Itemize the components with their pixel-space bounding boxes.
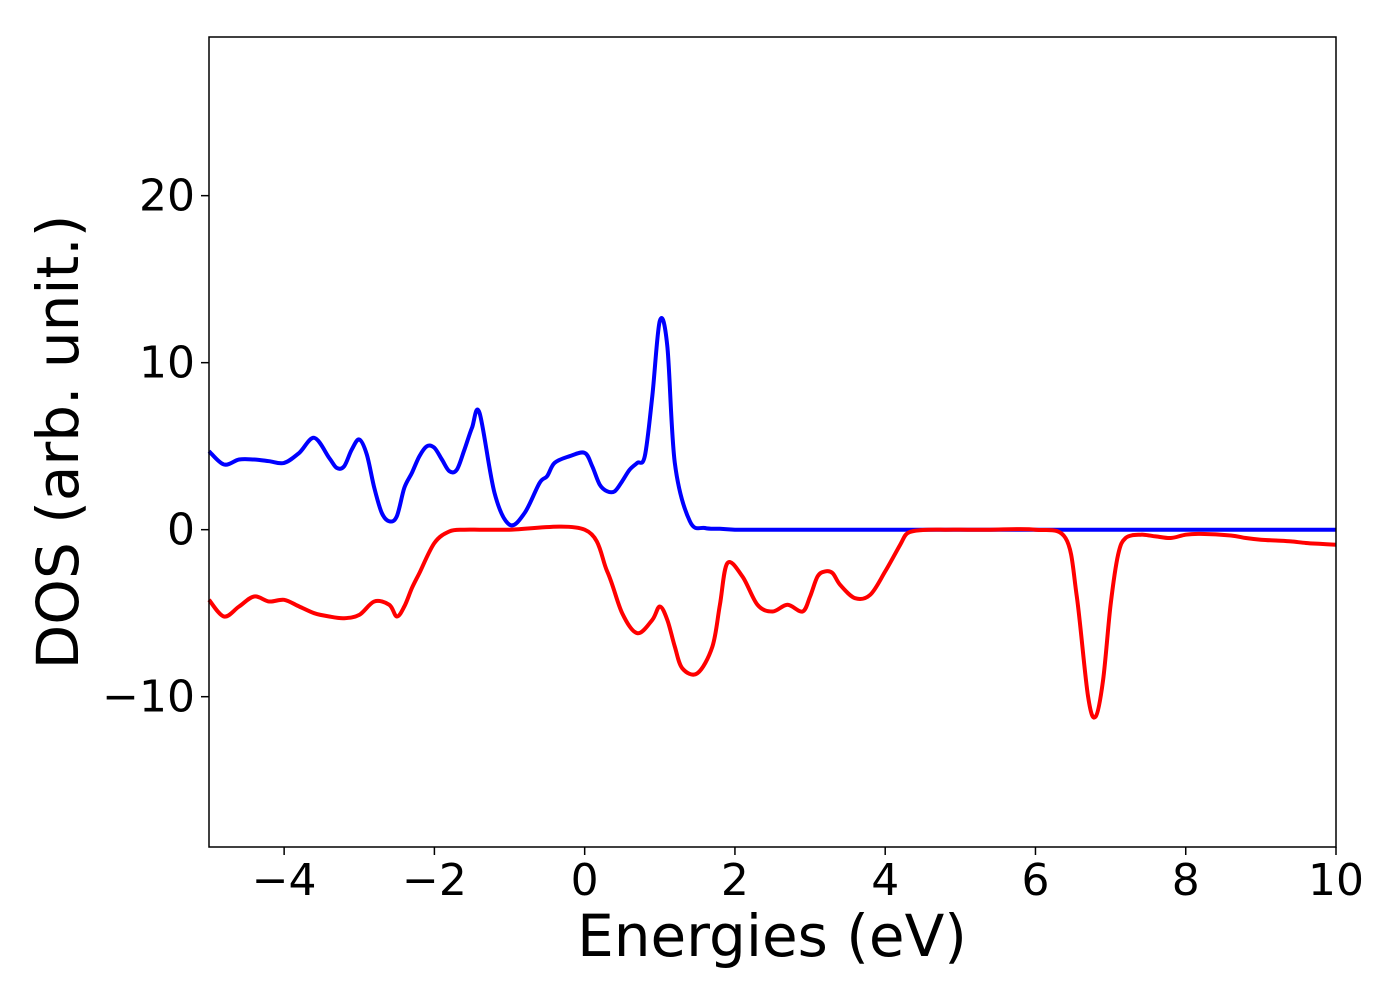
- series-line-1: [207, 315, 1336, 532]
- y-tick-label: 10: [139, 338, 195, 389]
- y-axis-label: DOS (arb. unit.): [24, 215, 92, 670]
- y-tick-label: 20: [139, 171, 195, 222]
- x-axis-label: Energies (eV): [577, 902, 967, 970]
- y-tick-label: −10: [102, 672, 195, 723]
- x-tick-label: 0: [571, 855, 599, 906]
- plot-frame: [208, 36, 1337, 848]
- x-tick-label: −4: [252, 855, 317, 906]
- ticks-layer: −4 −2 0 2 4 6 8 10 −10 0 10 20: [102, 171, 1364, 906]
- x-tick-label: 8: [1172, 855, 1200, 906]
- series-layer: [207, 315, 1337, 720]
- series-line-2: [207, 524, 1337, 720]
- x-tick-label: 2: [721, 855, 749, 906]
- y-tick-label: 0: [167, 505, 195, 556]
- x-tick-label: 4: [871, 855, 899, 906]
- x-tick-label: 10: [1308, 855, 1364, 906]
- x-tick-label: −2: [402, 855, 467, 906]
- x-tick-label: 6: [1021, 855, 1049, 906]
